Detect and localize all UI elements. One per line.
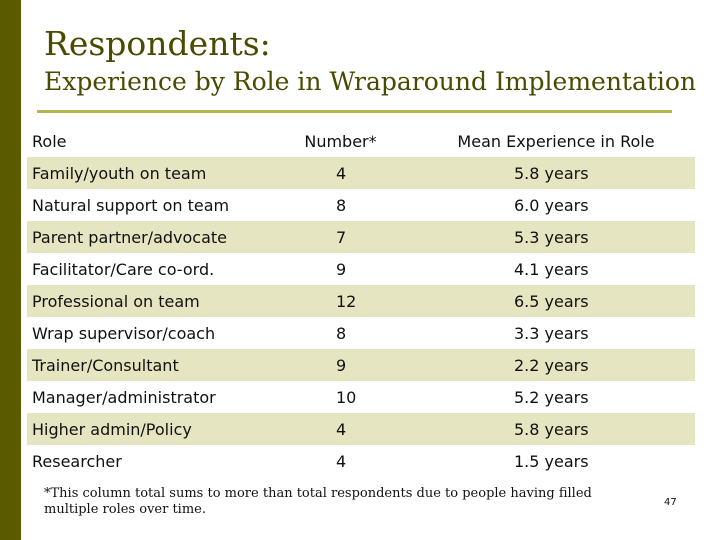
number-cell: 4 <box>336 419 347 439</box>
number-cell: 8 <box>336 323 347 343</box>
role-cell: Trainer/Consultant <box>32 355 179 375</box>
header-role: Role <box>32 131 67 151</box>
mean-experience-cell: 6.0 years <box>514 195 589 215</box>
role-cell: Higher admin/Policy <box>32 419 192 439</box>
mean-experience-cell: 5.8 years <box>514 419 589 439</box>
number-cell: 9 <box>336 259 347 279</box>
table-row: Researcher 4 1.5 years <box>27 445 695 477</box>
table-row: Wrap supervisor/coach 8 3.3 years <box>27 317 695 349</box>
mean-experience-cell: 5.3 years <box>514 227 589 247</box>
role-cell: Parent partner/advocate <box>32 227 228 247</box>
number-cell: 12 <box>336 291 357 311</box>
number-cell: 10 <box>336 387 357 407</box>
number-cell: 9 <box>336 355 347 375</box>
title-divider <box>37 110 672 113</box>
table-row: Natural support on team 8 6.0 years <box>27 189 695 221</box>
slide-sidebar-bar <box>0 0 21 540</box>
table-row: Facilitator/Care co-ord. 9 4.1 years <box>27 253 695 285</box>
header-mean-experience: Mean Experience in Role <box>457 131 655 151</box>
mean-experience-cell: 6.5 years <box>514 291 589 311</box>
table-header-row: Role Number* Mean Experience in Role <box>27 125 695 157</box>
role-cell: Natural support on team <box>32 195 230 215</box>
role-cell: Researcher <box>32 451 122 471</box>
number-cell: 7 <box>336 227 347 247</box>
header-number: Number* <box>304 131 377 151</box>
role-cell: Family/youth on team <box>32 163 207 183</box>
role-cell: Facilitator/Care co-ord. <box>32 259 215 279</box>
role-cell: Professional on team <box>32 291 200 311</box>
number-cell: 4 <box>336 163 347 183</box>
mean-experience-cell: 1.5 years <box>514 451 589 471</box>
mean-experience-cell: 2.2 years <box>514 355 589 375</box>
table-row: Parent partner/advocate 7 5.3 years <box>27 221 695 253</box>
mean-experience-cell: 4.1 years <box>514 259 589 279</box>
table-row: Trainer/Consultant 9 2.2 years <box>27 349 695 381</box>
mean-experience-cell: 5.2 years <box>514 387 589 407</box>
footnote: *This column total sums to more than tot… <box>44 486 592 517</box>
experience-table: Role Number* Mean Experience in Role Fam… <box>27 125 695 477</box>
page-number: 47 <box>664 497 677 508</box>
table-row: Family/youth on team 4 5.8 years <box>27 157 695 189</box>
slide-subtitle: Experience by Role in Wraparound Impleme… <box>44 67 697 96</box>
slide-title: Respondents: <box>44 24 271 63</box>
mean-experience-cell: 3.3 years <box>514 323 589 343</box>
mean-experience-cell: 5.8 years <box>514 163 589 183</box>
table-row: Higher admin/Policy 4 5.8 years <box>27 413 695 445</box>
role-cell: Wrap supervisor/coach <box>32 323 216 343</box>
number-cell: 8 <box>336 195 347 215</box>
role-cell: Manager/administrator <box>32 387 216 407</box>
table-row: Professional on team 12 6.5 years <box>27 285 695 317</box>
number-cell: 4 <box>336 451 347 471</box>
table-row: Manager/administrator 10 5.2 years <box>27 381 695 413</box>
